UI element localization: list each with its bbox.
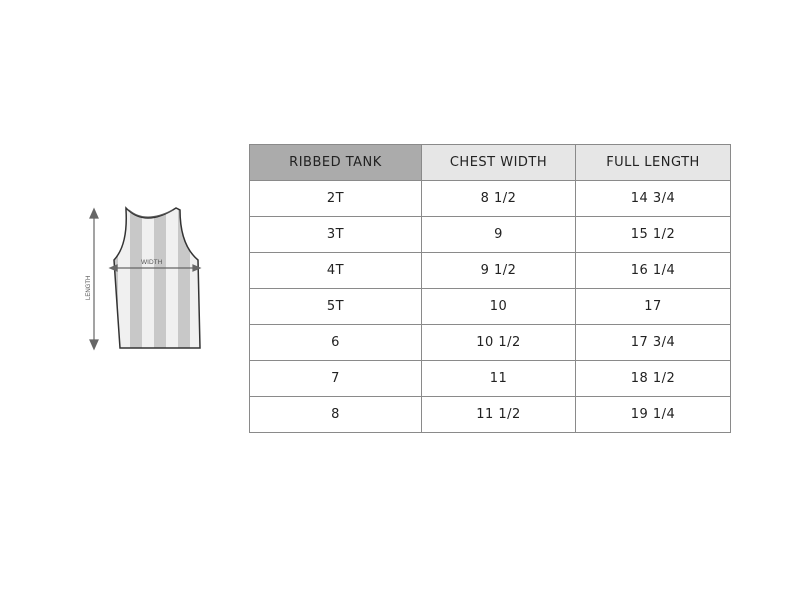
- table-row: 5T 10 17: [249, 288, 731, 325]
- cell-chest-width: 9: [421, 216, 576, 253]
- table-row: 3T 9 15 1/2: [249, 216, 731, 253]
- cell-chest-width: 10 1/2: [421, 324, 576, 361]
- cell-size: 5T: [249, 288, 422, 325]
- cell-chest-width: 11: [421, 360, 576, 397]
- cell-chest-width: 10: [421, 288, 576, 325]
- cell-full-length: 14 3/4: [575, 180, 731, 217]
- header-chest-width: CHEST WIDTH: [421, 144, 576, 181]
- cell-full-length: 18 1/2: [575, 360, 731, 397]
- tank-top-illustration: LENGTH WIDTH: [86, 206, 202, 351]
- cell-size: 6: [249, 324, 422, 361]
- cell-full-length: 17: [575, 288, 731, 325]
- table-header-row: RIBBED TANK CHEST WIDTH FULL LENGTH: [249, 144, 731, 181]
- cell-chest-width: 11 1/2: [421, 396, 576, 433]
- table-row: 7 11 18 1/2: [249, 360, 731, 397]
- length-arrow: [89, 207, 99, 351]
- cell-full-length: 16 1/4: [575, 252, 731, 289]
- cell-full-length: 17 3/4: [575, 324, 731, 361]
- cell-size: 8: [249, 396, 422, 433]
- header-full-length: FULL LENGTH: [575, 144, 731, 181]
- width-label: WIDTH: [141, 259, 163, 266]
- width-arrow: [108, 264, 202, 272]
- length-label: LENGTH: [86, 276, 92, 300]
- table-row: 2T 8 1/2 14 3/4: [249, 180, 731, 217]
- cell-chest-width: 8 1/2: [421, 180, 576, 217]
- size-chart-table: RIBBED TANK CHEST WIDTH FULL LENGTH 2T 8 …: [249, 144, 731, 433]
- cell-full-length: 15 1/2: [575, 216, 731, 253]
- cell-size: 3T: [249, 216, 422, 253]
- cell-size: 4T: [249, 252, 422, 289]
- cell-size: 2T: [249, 180, 422, 217]
- cell-size: 7: [249, 360, 422, 397]
- table-row: 8 11 1/2 19 1/4: [249, 396, 731, 433]
- header-ribbed-tank: RIBBED TANK: [249, 144, 422, 181]
- cell-chest-width: 9 1/2: [421, 252, 576, 289]
- table-row: 4T 9 1/2 16 1/4: [249, 252, 731, 289]
- cell-full-length: 19 1/4: [575, 396, 731, 433]
- table-row: 6 10 1/2 17 3/4: [249, 324, 731, 361]
